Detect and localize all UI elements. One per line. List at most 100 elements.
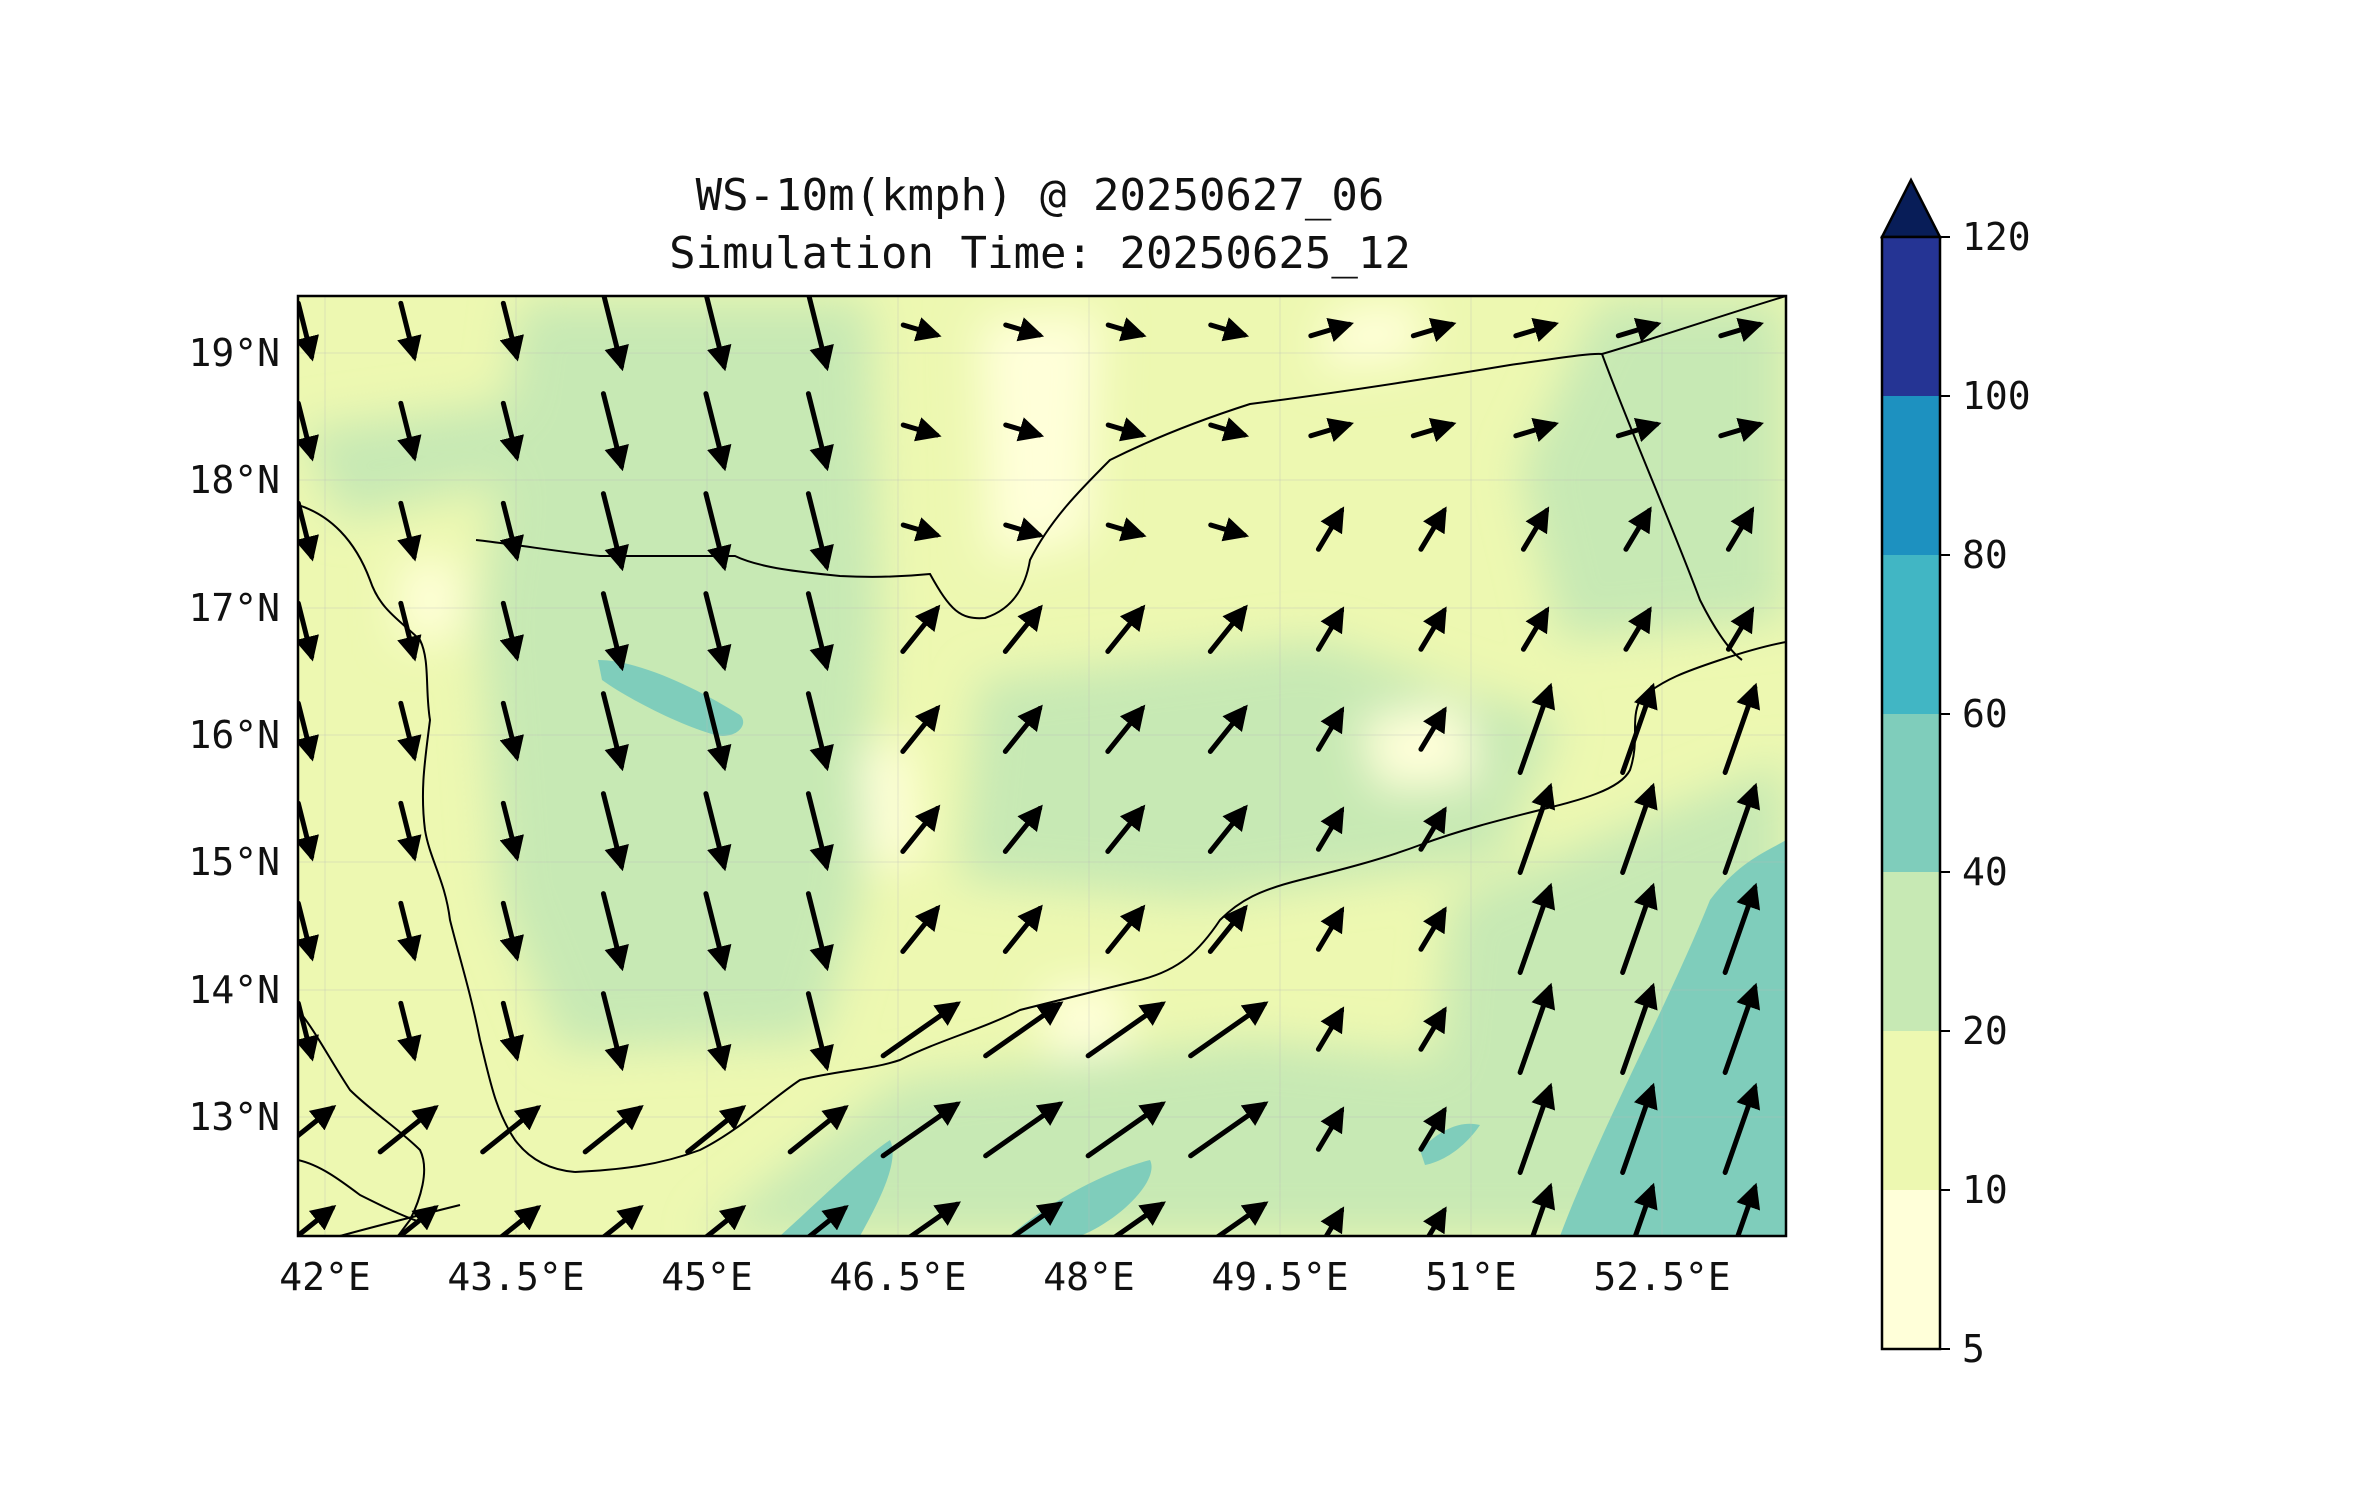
wind-vector-arrow <box>900 517 942 542</box>
wind-vector-arrow <box>1112 1201 1166 1236</box>
wind-vector-arrow <box>397 300 422 362</box>
y-axis-ticks: 19°N 18°N 17°N 16°N 15°N 14°N 13°N <box>188 331 280 1139</box>
wind-vector-arrow <box>1418 806 1447 852</box>
wind-vector-arrow <box>805 991 834 1072</box>
wind-vector-arrow <box>1003 517 1045 542</box>
wind-vector-arrow <box>397 900 422 962</box>
wind-vector-arrow <box>1315 606 1345 652</box>
wind-vector-arrow <box>298 500 319 562</box>
wind-vector-arrow <box>1620 682 1658 775</box>
wind-vector-arrow <box>298 300 319 362</box>
wind-vector-arrow <box>805 591 834 672</box>
wind-vector-arrow <box>1517 982 1556 1075</box>
wind-vector-arrow <box>1003 317 1045 342</box>
wind-vector-arrow <box>601 296 629 372</box>
speed-zone-arabian-sea <box>1560 840 1786 1236</box>
wind-vector-arrow <box>1315 906 1345 952</box>
map-title-line-1: WS-10m(kmph) @ 20250627_06 <box>696 170 1385 221</box>
y-tick-label: 16°N <box>188 713 280 757</box>
wind-vector-arrow <box>1105 517 1147 542</box>
wind-vector-arrow <box>1623 606 1652 652</box>
wind-vector-arrow <box>1722 982 1761 1075</box>
wind-vector-arrow <box>298 700 319 762</box>
speed-zone-east <box>1520 300 1786 640</box>
speed-zone-calm-3 <box>1360 700 1480 790</box>
wind-vector-arrow <box>499 500 524 562</box>
wind-vector-arrow <box>805 1205 849 1236</box>
djibouti-border <box>298 1159 421 1223</box>
wind-vector-arrow <box>1517 882 1556 975</box>
wind-vector-arrow <box>397 500 422 562</box>
wind-vector-arrow <box>805 891 834 972</box>
wind-vector-arrow <box>1085 1001 1166 1059</box>
x-tick-label: 45°E <box>661 1255 753 1299</box>
y-tick-label: 15°N <box>188 840 280 884</box>
wind-vector-arrow <box>1105 704 1146 754</box>
africa-coastline <box>298 1009 426 1236</box>
wind-vector-arrow <box>1530 1182 1556 1236</box>
wind-vector-arrow <box>1418 706 1447 752</box>
wind-vector-arrow <box>703 296 732 372</box>
wind-vector-arrow <box>1320 1206 1345 1236</box>
colorbar-segment <box>1882 872 1940 1031</box>
wind-vector-arrow <box>397 1000 422 1062</box>
wind-vector-arrow <box>907 1201 961 1236</box>
x-tick-label: 42°E <box>279 1255 371 1299</box>
wind-vector-arrow <box>499 1000 524 1062</box>
wind-vector-arrow <box>1207 904 1248 954</box>
colorbar-tick-label: 80 <box>1962 533 2008 577</box>
x-tick-label: 52.5°E <box>1593 1255 1730 1299</box>
wind-vector-arrow <box>1207 604 1248 654</box>
wind-vector-arrow <box>600 1205 644 1236</box>
colorbar: 5 10 20 40 60 80 100 120 <box>1879 177 2031 1371</box>
wind-vector-arrow <box>1308 318 1354 342</box>
wind-vector-arrow <box>1208 417 1250 442</box>
wind-vector-arrow <box>685 1105 747 1155</box>
wind-vector-arrow <box>1105 317 1147 342</box>
wind-vector-arrow <box>1105 904 1146 954</box>
wind-vector-arrow <box>1315 806 1345 852</box>
wind-vector-arrow <box>1009 1201 1064 1236</box>
wind-vector-arrow <box>600 591 629 672</box>
map-frame <box>296 294 1788 1238</box>
y-tick-label: 14°N <box>188 968 280 1012</box>
colorbar-tick-label: 100 <box>1962 374 2031 418</box>
wind-vector-arrow <box>1632 1182 1658 1236</box>
map-title-line-2: Simulation Time: 20250625_12 <box>669 228 1411 279</box>
wind-vector-arrow <box>805 491 834 572</box>
wind-vector-arrow <box>1725 606 1755 652</box>
wind-vector-arrow <box>1620 782 1658 875</box>
speed-zone-gulf-strong-3 <box>1420 1123 1480 1165</box>
wind-vector-arrow <box>377 1105 439 1155</box>
wind-vector-arrow <box>1105 604 1146 654</box>
wind-vector-arrow <box>298 1105 337 1139</box>
wind-vector-arrow <box>499 900 524 962</box>
x-tick-label: 49.5°E <box>1211 1255 1348 1299</box>
wind-vector-arrow <box>582 1105 644 1155</box>
wind-vector-arrow <box>600 691 629 772</box>
wind-vector-arrow <box>900 904 941 954</box>
wind-vector-arrow <box>1722 1082 1761 1175</box>
wind-vector-arrow <box>1214 1201 1269 1236</box>
wind-vector-arrow <box>703 991 732 1072</box>
wind-vector-arrow <box>1620 1082 1658 1175</box>
colorbar-segment <box>1882 1190 1940 1349</box>
colorbar-segment <box>1882 714 1940 872</box>
wind-vector-arrow <box>1188 1001 1269 1059</box>
wind-vector-arrow <box>1105 804 1146 854</box>
colorbar-frame <box>1880 235 1942 1351</box>
wind-vector-arrow <box>1208 517 1250 542</box>
wind-vector-arrow <box>600 791 629 872</box>
speed-zone-calm-5 <box>400 560 460 640</box>
wind-vector-arrow <box>805 391 834 472</box>
colorbar-segment <box>1882 396 1940 555</box>
wind-vector-arrow <box>600 491 629 572</box>
wind-vector-arrow <box>298 400 319 462</box>
wind-vector-arrow <box>1105 417 1147 442</box>
wind-vector-arrow <box>499 800 524 862</box>
wind-vector-arrow <box>397 600 422 662</box>
wind-vector-arrow <box>600 391 629 472</box>
wind-vector-arrow <box>983 1101 1064 1159</box>
colorbar-extend-arrow <box>1879 177 1943 239</box>
wind-vector-arrow <box>703 791 732 872</box>
